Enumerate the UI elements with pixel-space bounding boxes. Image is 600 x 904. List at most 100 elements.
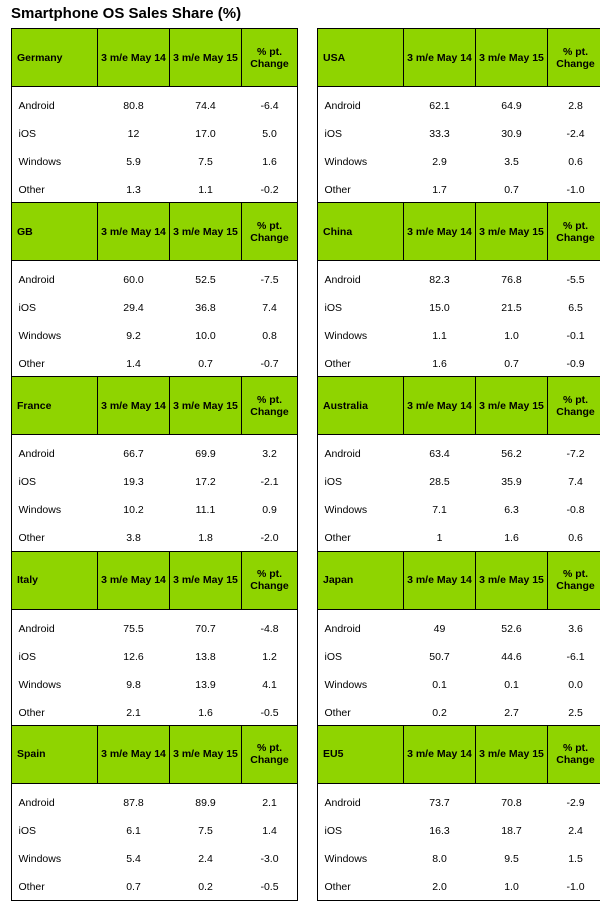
value-cell: 1.3 bbox=[126, 184, 141, 196]
table-row: Android 66.7 69.9 3.2 bbox=[12, 440, 298, 468]
table-row: Android 75.5 70.7 -4.8 bbox=[12, 615, 298, 643]
table-row: iOS 19.3 17.2 -2.1 bbox=[12, 468, 298, 496]
value-cell: 33.3 bbox=[429, 128, 450, 140]
value-cell: 52.5 bbox=[195, 274, 216, 287]
header-row: GB 3 m/e May 14 3 m/e May 15% pt. Change bbox=[11, 202, 298, 262]
spacer-row bbox=[317, 783, 600, 789]
region-table-spain: Spain 3 m/e May 14 3 m/e May 15% pt. Chang… bbox=[11, 724, 298, 901]
header-row: Japan 3 m/e May 14 3 m/e May 15% pt. Chang… bbox=[317, 550, 600, 610]
value-cell: 49 bbox=[433, 622, 446, 635]
table-row: Other 2.0 1.0 -1.0 bbox=[318, 873, 600, 901]
value-cell: 70.8 bbox=[501, 796, 522, 809]
os-name: Android bbox=[324, 796, 361, 809]
os-name: iOS bbox=[18, 824, 37, 837]
value-cell: -0.5 bbox=[260, 706, 279, 719]
column-header: 3 m/e May 15 bbox=[475, 724, 548, 784]
value-cell: 30.9 bbox=[501, 128, 522, 140]
header-row: China 3 m/e May 14 3 m/e May 15% pt. Chang… bbox=[317, 202, 600, 262]
spacer-cell bbox=[317, 783, 600, 789]
page-title: Smartphone OS Sales Share (%) bbox=[11, 5, 242, 22]
table-row: Other 1.7 0.7 -1.0 bbox=[318, 176, 600, 204]
os-name: Other bbox=[18, 184, 45, 196]
table-row: Windows 9.2 10.0 0.8 bbox=[12, 322, 298, 350]
column-header: % pt. Change bbox=[547, 550, 600, 610]
spacer-row bbox=[317, 260, 600, 267]
value-cell: 7.5 bbox=[198, 824, 213, 837]
value-cell: 80.8 bbox=[123, 100, 144, 112]
column-header: 3 m/e May 15 bbox=[475, 202, 548, 262]
table-row: Android 87.8 89.9 2.1 bbox=[12, 789, 298, 817]
table-row: iOS 33.3 30.9 -2.4 bbox=[318, 120, 600, 148]
value-cell: 35.9 bbox=[501, 476, 522, 489]
value-cell: 9.2 bbox=[126, 330, 141, 343]
value-cell: 13.8 bbox=[195, 650, 216, 663]
value-cell: 56.2 bbox=[501, 448, 522, 461]
value-cell: 7.4 bbox=[262, 302, 277, 315]
value-cell: 1.4 bbox=[262, 824, 277, 837]
value-cell: -6.1 bbox=[566, 650, 585, 663]
value-cell: 1.6 bbox=[504, 532, 519, 545]
column-header: % pt. Change bbox=[547, 724, 600, 784]
value-cell: 3.6 bbox=[568, 622, 583, 635]
os-name: iOS bbox=[18, 476, 37, 489]
value-cell: 17.2 bbox=[195, 476, 216, 489]
region-name: Italy bbox=[11, 550, 98, 610]
region-table-japan: Japan 3 m/e May 14 3 m/e May 15% pt. Chang… bbox=[317, 550, 600, 727]
value-cell: 36.8 bbox=[195, 302, 216, 315]
os-name: Android bbox=[324, 622, 361, 635]
column-header: % pt. Change bbox=[241, 550, 298, 610]
value-cell: -0.1 bbox=[566, 330, 585, 343]
value-cell: 1.6 bbox=[198, 706, 213, 719]
column-header: % pt. Change bbox=[547, 376, 600, 436]
region-name: China bbox=[317, 202, 404, 262]
region-table-usa: USA 3 m/e May 14 3 m/e May 15% pt. Change A… bbox=[317, 28, 600, 204]
value-cell: -2.9 bbox=[566, 796, 585, 809]
column-header: % pt. Change bbox=[547, 28, 600, 87]
column-header: % pt. Change bbox=[241, 724, 298, 784]
value-cell: 19.3 bbox=[123, 476, 144, 489]
column-header: 3 m/e May 15 bbox=[169, 202, 242, 262]
value-cell: 1.4 bbox=[126, 358, 141, 371]
table-row: Windows 9.8 13.9 4.1 bbox=[12, 671, 298, 699]
os-name: Android bbox=[18, 100, 55, 112]
column-header: % pt. Change bbox=[241, 28, 298, 87]
value-cell: 15.0 bbox=[429, 302, 450, 315]
value-cell: -1.0 bbox=[566, 184, 585, 196]
table-row: Other 3.8 1.8 -2.0 bbox=[12, 524, 298, 552]
os-name: iOS bbox=[324, 302, 343, 315]
table-row: Windows 2.9 3.5 0.6 bbox=[318, 148, 600, 176]
value-cell: 16.3 bbox=[429, 824, 450, 837]
os-name: Other bbox=[324, 706, 351, 719]
value-cell: 63.4 bbox=[429, 448, 450, 461]
os-name: Windows bbox=[324, 852, 368, 865]
table-row: Windows 5.4 2.4 -3.0 bbox=[12, 845, 298, 873]
region-table-australia: Australia 3 m/e May 14 3 m/e May 15% pt. C… bbox=[317, 376, 600, 552]
region-table-germany: Germany 3 m/e May 14 3 m/e May 15% pt. Cha… bbox=[11, 28, 298, 204]
value-cell: 0.7 bbox=[504, 184, 519, 196]
value-cell: -0.5 bbox=[260, 880, 279, 893]
region-name: EU5 bbox=[317, 724, 404, 784]
value-cell: 2.7 bbox=[504, 706, 519, 719]
value-cell: 10.2 bbox=[123, 504, 144, 517]
column-header: 3 m/e May 15 bbox=[475, 28, 548, 87]
os-name: Other bbox=[18, 706, 45, 719]
os-name: Other bbox=[18, 880, 45, 893]
value-cell: 0.0 bbox=[568, 678, 583, 691]
header-row: Italy 3 m/e May 14 3 m/e May 15% pt. Chang… bbox=[11, 550, 298, 610]
region-table-china: China 3 m/e May 14 3 m/e May 15% pt. Chang… bbox=[317, 202, 600, 378]
table-row: iOS 12 17.0 5.0 bbox=[12, 120, 298, 148]
table-row: iOS 12.6 13.8 1.2 bbox=[12, 643, 298, 671]
value-cell: 62.1 bbox=[429, 100, 450, 112]
os-name: Windows bbox=[324, 678, 368, 691]
value-cell: 2.0 bbox=[432, 880, 447, 893]
spacer-cell bbox=[317, 434, 600, 441]
region-name: France bbox=[11, 376, 98, 436]
value-cell: 75.5 bbox=[123, 622, 144, 635]
table-row: Other 1 1.6 0.6 bbox=[318, 524, 600, 552]
os-name: Other bbox=[324, 532, 351, 545]
column-header: 3 m/e May 15 bbox=[169, 376, 242, 436]
value-cell: -0.9 bbox=[566, 358, 585, 371]
value-cell: 89.9 bbox=[195, 796, 216, 809]
column-header: 3 m/e May 14 bbox=[403, 28, 476, 87]
os-name: iOS bbox=[18, 302, 37, 315]
